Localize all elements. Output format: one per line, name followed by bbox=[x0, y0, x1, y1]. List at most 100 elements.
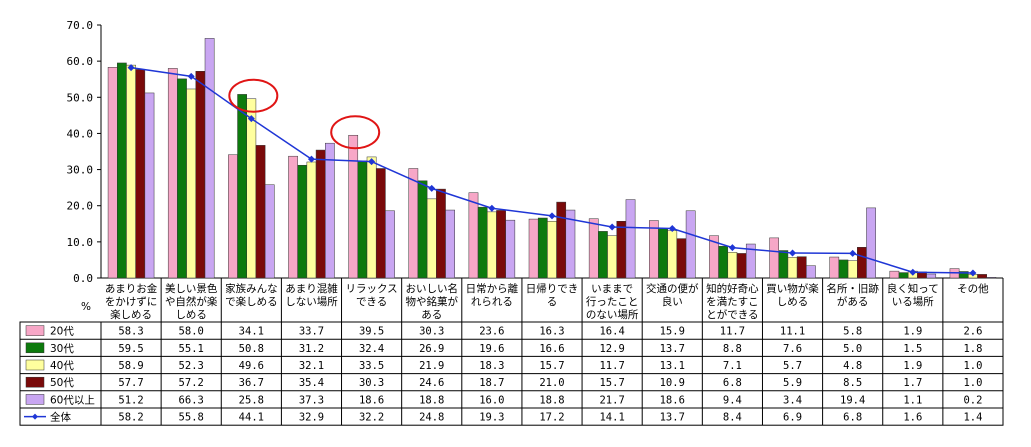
bar-60代以上 bbox=[745, 243, 756, 279]
table-value: 18.6 bbox=[359, 394, 384, 406]
category-label: 美しい景色や自然が楽しめる bbox=[165, 282, 218, 321]
table-value: 5.7 bbox=[783, 360, 802, 372]
table-value: 18.8 bbox=[419, 394, 444, 406]
bar-30代 bbox=[598, 231, 608, 279]
table-value: 12.9 bbox=[599, 343, 624, 355]
table-value: 58.9 bbox=[118, 360, 143, 372]
legend-label: 40代 bbox=[50, 360, 74, 372]
bar-50代 bbox=[977, 274, 987, 279]
y-tick-label: 20.0 bbox=[67, 200, 94, 213]
table-value: 17.2 bbox=[539, 412, 564, 424]
table-value: 13.1 bbox=[660, 360, 685, 372]
bars-layer bbox=[107, 38, 997, 279]
table-value: 32.2 bbox=[359, 412, 384, 424]
table-value: 11.7 bbox=[720, 326, 745, 338]
highlight-ellipses bbox=[228, 78, 381, 150]
table-value: 16.0 bbox=[479, 394, 504, 406]
table-value: 32.9 bbox=[299, 412, 324, 424]
category-labels: % あまりお金をかけずに楽しめる美しい景色や自然が楽しめる家族みんなで楽しめるあま… bbox=[81, 278, 1004, 323]
bar-50代 bbox=[857, 247, 867, 279]
bar-20代 bbox=[288, 155, 298, 279]
bar-40代 bbox=[366, 156, 377, 279]
table-value: 19.6 bbox=[479, 343, 504, 355]
bar-50代 bbox=[496, 210, 506, 279]
table-value: 26.9 bbox=[419, 343, 444, 355]
bar-40代 bbox=[246, 98, 257, 279]
bar-60代以上 bbox=[986, 277, 997, 279]
category-label: 良く知っている場所 bbox=[887, 282, 939, 308]
table-value: 51.2 bbox=[118, 394, 143, 406]
y-tick-label: 10.0 bbox=[67, 236, 94, 249]
category-label: あまりお金をかけずに楽しめる bbox=[105, 282, 158, 321]
bar-60代以上 bbox=[866, 207, 876, 279]
table-value: 1.0 bbox=[963, 377, 982, 389]
bar-50代 bbox=[736, 253, 747, 279]
category-label: その他 bbox=[957, 282, 989, 295]
table-value: 30.3 bbox=[419, 326, 444, 338]
category-label: 日帰りできる bbox=[526, 282, 579, 308]
category-label: 家族みんなで楽しめる bbox=[225, 282, 278, 308]
overall-point bbox=[969, 269, 977, 277]
table-value: 57.7 bbox=[118, 377, 143, 389]
bar-60代以上 bbox=[385, 210, 395, 279]
table-value: 52.3 bbox=[179, 360, 204, 372]
legend-label: 50代 bbox=[50, 377, 74, 389]
bar-40代 bbox=[847, 260, 858, 279]
category-label: いままで行ったことのない場所 bbox=[586, 283, 639, 321]
table-value: 16.6 bbox=[539, 343, 564, 355]
bar-40代 bbox=[667, 230, 678, 279]
highlight-ellipse bbox=[228, 78, 279, 113]
bar-40代 bbox=[547, 221, 557, 279]
bar-30代 bbox=[477, 206, 488, 279]
table-value: 44.1 bbox=[239, 412, 264, 424]
bar-40代 bbox=[186, 88, 197, 279]
table-value: 11.7 bbox=[599, 360, 624, 372]
bar-30代 bbox=[778, 250, 789, 279]
table-value: 21.7 bbox=[599, 394, 624, 406]
overall-point bbox=[849, 249, 857, 257]
bar-20代 bbox=[829, 256, 840, 279]
bar-60代以上 bbox=[144, 92, 155, 279]
legend-label: 60代以上 bbox=[50, 394, 95, 406]
overall-line-layer bbox=[127, 64, 977, 277]
bar-30代 bbox=[417, 180, 428, 279]
table-value: 4.8 bbox=[843, 360, 862, 372]
bar-60代以上 bbox=[325, 142, 335, 279]
bar-30代 bbox=[237, 94, 247, 279]
table-value: 49.6 bbox=[239, 360, 264, 372]
table-value: 21.0 bbox=[539, 377, 564, 389]
table-value: 13.7 bbox=[660, 343, 685, 355]
table-value: 33.7 bbox=[299, 326, 324, 338]
table-value: 5.0 bbox=[843, 343, 862, 355]
table-value: 1.6 bbox=[903, 412, 922, 424]
bar-20代 bbox=[228, 154, 238, 279]
table-value: 1.0 bbox=[963, 360, 982, 372]
bar-40代 bbox=[487, 211, 497, 279]
bar-20代 bbox=[167, 68, 178, 279]
table-value: 11.1 bbox=[780, 326, 805, 338]
bar-20代 bbox=[649, 220, 659, 279]
legend-label: 20代 bbox=[50, 326, 74, 338]
table-value: 32.4 bbox=[359, 343, 384, 355]
table-value: 35.4 bbox=[299, 377, 324, 389]
bar-20代 bbox=[107, 67, 118, 279]
overall-point bbox=[488, 204, 496, 212]
bar-40代 bbox=[727, 252, 738, 279]
overall-point bbox=[428, 184, 436, 192]
bar-50代 bbox=[255, 145, 266, 279]
bar-40代 bbox=[607, 235, 617, 279]
bar-30代 bbox=[297, 164, 308, 279]
table-value: 19.4 bbox=[840, 394, 865, 406]
bar-30代 bbox=[658, 228, 668, 279]
overall-point bbox=[668, 224, 676, 232]
overall-point bbox=[368, 158, 376, 166]
table-value: 3.4 bbox=[783, 394, 802, 406]
table-value: 23.6 bbox=[479, 326, 504, 338]
bar-20代 bbox=[348, 134, 359, 279]
table-value: 5.8 bbox=[843, 326, 862, 338]
bar-20代 bbox=[468, 192, 479, 279]
overall-point bbox=[307, 155, 315, 163]
overall-point bbox=[728, 244, 736, 252]
table-value: 1.8 bbox=[963, 343, 982, 355]
table-value: 1.7 bbox=[903, 377, 922, 389]
